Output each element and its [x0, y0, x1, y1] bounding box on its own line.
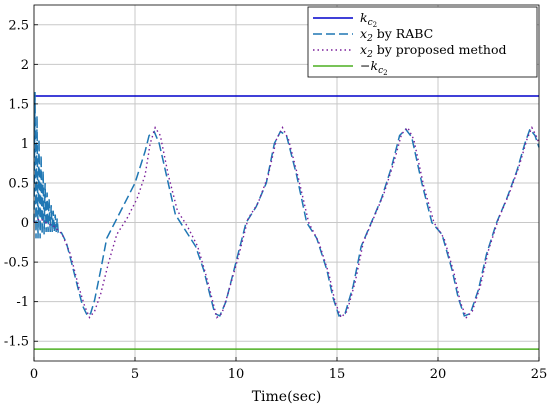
x-tick-label: 0 [30, 367, 38, 382]
legend-label-2: x2 by RABC [360, 26, 433, 44]
y-tick-label: -1 [16, 295, 29, 310]
y-tick-label: 1.5 [8, 97, 29, 112]
y-tick-label: 2 [21, 58, 29, 73]
legend-label-1: kc2 [360, 10, 377, 29]
y-tick-label: -0.5 [4, 256, 29, 271]
plot-lines [33, 91, 540, 350]
x-tick-label: 15 [329, 367, 346, 382]
grid [33, 5, 540, 361]
legend-label-4: −kc2 [360, 58, 388, 77]
x-tick-label: 25 [531, 367, 548, 382]
x-axis-label: Time(sec) [252, 389, 322, 405]
ticks: 0 5 10 15 20 25 -1.5 -1 -0.5 0 0.5 1 1.5 2 2.5 [4, 18, 547, 382]
y-tick-label: 0 [21, 216, 29, 231]
y-tick-label: 1 [21, 137, 29, 152]
x-tick-label: 10 [228, 367, 245, 382]
y-tick-label: 2.5 [8, 18, 29, 33]
series-line-2 [33, 91, 540, 318]
series-line-3 [33, 125, 540, 319]
y-tick-label: -1.5 [4, 335, 29, 350]
y-tick-label: 0.5 [8, 177, 29, 192]
x-tick-label: 5 [131, 367, 139, 382]
legend-label-3: x2 by proposed method [360, 42, 506, 60]
x-tick-label: 20 [430, 367, 447, 382]
